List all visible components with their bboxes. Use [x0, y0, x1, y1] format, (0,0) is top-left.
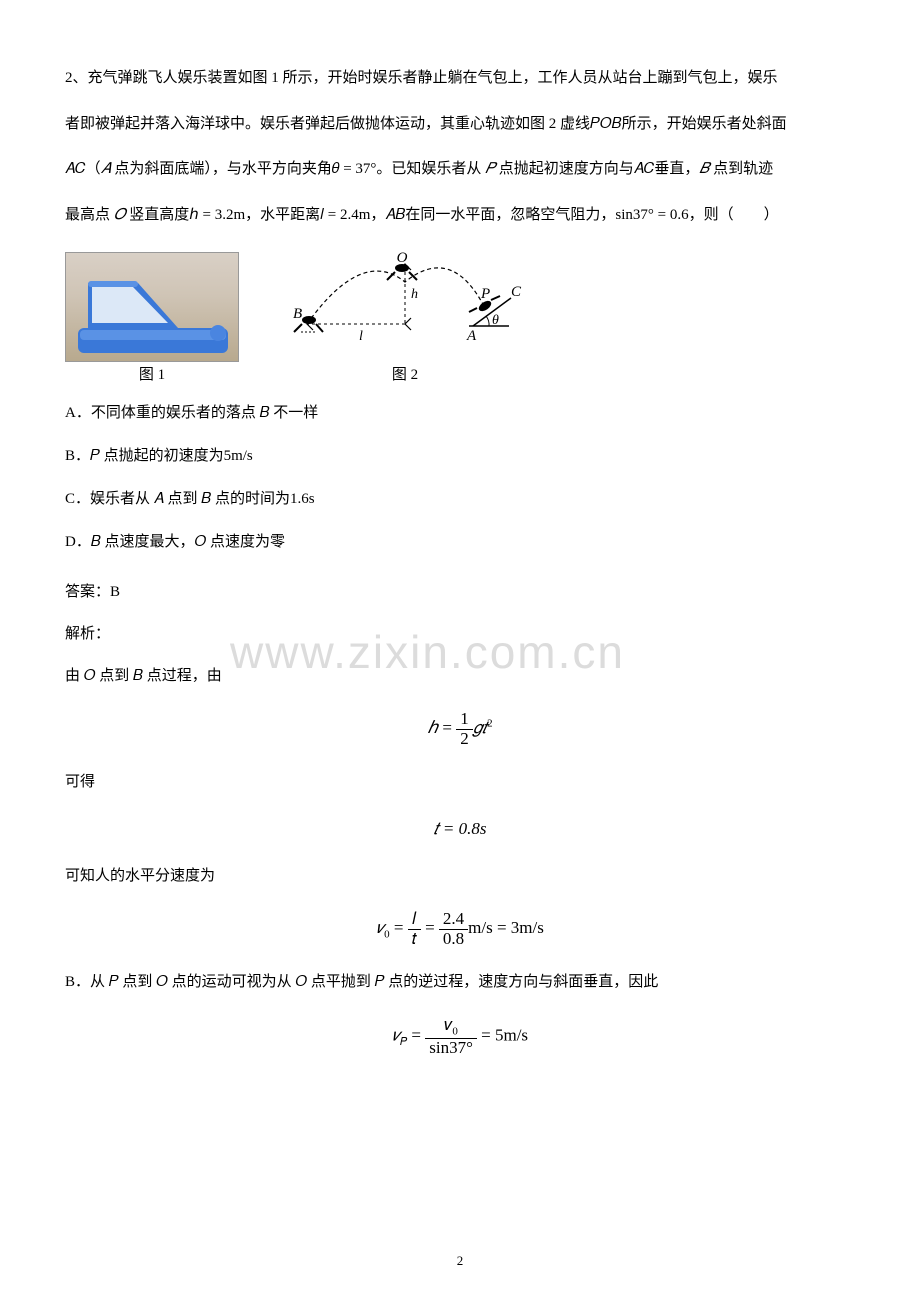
svg-text:B: B [293, 306, 302, 322]
problem-text-line-4: 最高点 𝑂 竖直高度ℎ = 3.2m，水平距离𝑙 = 2.4m，𝐴𝐵在同一水平面… [65, 197, 855, 235]
figure-2-diagram: O B h l C P A θ [287, 252, 523, 362]
figure-2-container: O B h l C P A θ 图 2 [287, 252, 523, 384]
option-c: C．娱乐者从 𝐴 点到 𝐵 点的时间为1.6s [65, 486, 855, 513]
inflatable-device-icon [78, 273, 228, 353]
figure-2-caption: 图 2 [392, 366, 418, 384]
formula-2: 𝑡 = 0.8s [65, 816, 855, 842]
problem-number: 2、 [65, 70, 88, 86]
answer-label: 答案：B [65, 580, 855, 604]
svg-text:C: C [511, 284, 522, 300]
problem-text-line-3: 𝐴𝐶（𝐴 点为斜面底端），与水平方向夹角𝜃 = 37°。已知娱乐者从 𝑃 点抛起… [65, 151, 855, 189]
option-b: B．𝑃 点抛起的初速度为5m/s [65, 443, 855, 470]
figure-1-caption: 图 1 [139, 366, 165, 384]
svg-text:A: A [466, 328, 477, 344]
problem-text-line-1: 2、充气弹跳飞人娱乐装置如图 1 所示，开始时娱乐者静止躺在气包上，工作人员从站… [65, 60, 855, 98]
analysis-line-1: 由 𝑂 点到 𝐵 点过程，由 [65, 664, 855, 688]
figures-row: 图 1 [65, 252, 855, 384]
analysis-line-3: 可知人的水平分速度为 [65, 864, 855, 888]
problem-text-line-2: 者即被弹起并落入海洋球中。娱乐者弹起后做抛体运动，其重心轨迹如图 2 虚线𝑃𝑂𝐵… [65, 106, 855, 144]
svg-text:h: h [411, 287, 418, 302]
formula-1: ℎ = 12𝑔𝑡2 [65, 710, 855, 748]
option-a: A．不同体重的娱乐者的落点 𝐵 不一样 [65, 400, 855, 427]
problem-line1: 充气弹跳飞人娱乐装置如图 1 所示，开始时娱乐者静止躺在气包上，工作人员从站台上… [88, 70, 778, 86]
figure-1-photo [65, 252, 239, 362]
svg-text:l: l [359, 329, 363, 344]
analysis-line-2: 可得 [65, 770, 855, 794]
formula-3: 𝑣0 = 𝑙𝑡 = 2.40.8m/s = 3m/s [65, 910, 855, 948]
trajectory-diagram-icon: O B h l C P A θ [287, 252, 523, 362]
figure-1-container: 图 1 [65, 252, 239, 384]
analysis-label: 解析： [65, 622, 855, 646]
svg-text:θ: θ [492, 313, 499, 328]
analysis-line-4: B．从 𝑃 点到 𝑂 点的运动可视为从 𝑂 点平抛到 𝑃 点的逆过程，速度方向与… [65, 970, 855, 994]
option-d: D．𝐵 点速度最大，𝑂 点速度为零 [65, 529, 855, 556]
svg-text:P: P [480, 286, 490, 302]
page-content: 2、充气弹跳飞人娱乐装置如图 1 所示，开始时娱乐者静止躺在气包上，工作人员从站… [65, 60, 855, 1057]
svg-text:O: O [397, 252, 408, 266]
page-number: 2 [0, 1245, 920, 1278]
formula-4: 𝑣𝑃 = 𝑣0sin37° = 5m/s [65, 1016, 855, 1057]
